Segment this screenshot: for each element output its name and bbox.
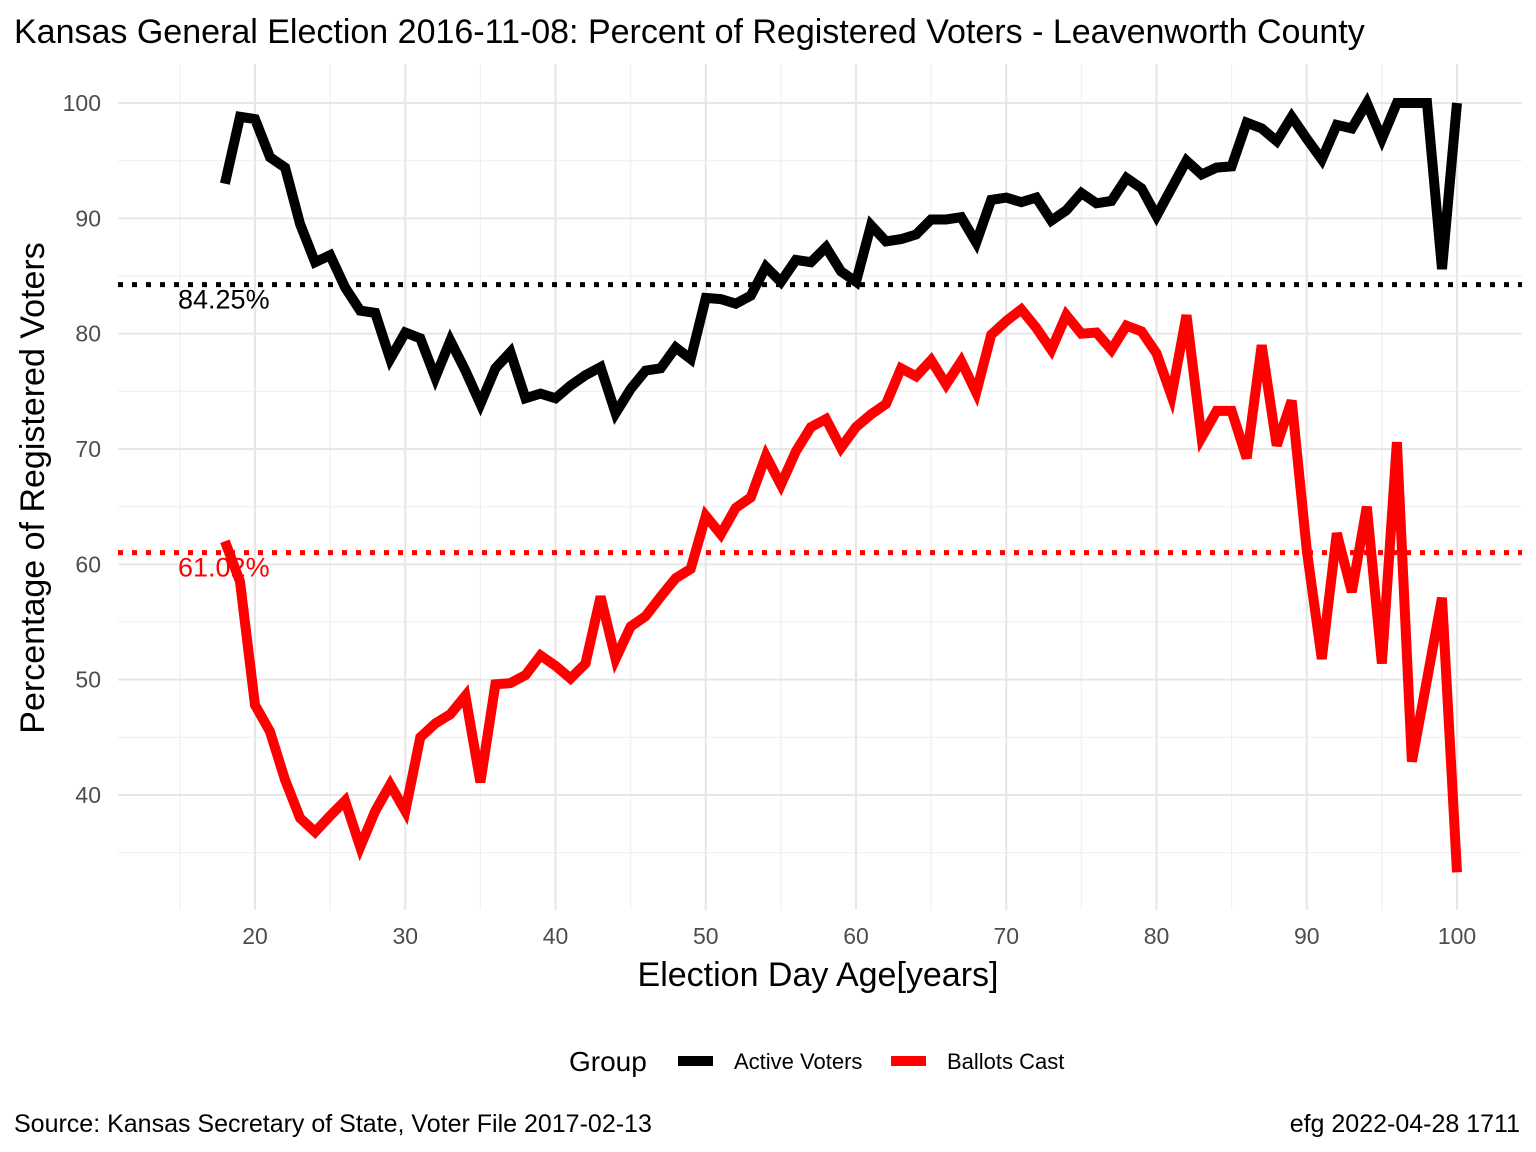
x-tick-label: 30: [392, 923, 418, 949]
y-tick-label: 70: [75, 436, 101, 462]
x-tick-label: 60: [843, 923, 869, 949]
x-axis-ticks: 20 30 40 50 60 70 80 90 100: [242, 923, 1476, 949]
reference-lines: [118, 282, 1522, 556]
legend: Group Active Voters Ballots Cast: [569, 1046, 1064, 1077]
series-lines: [220, 91, 1462, 873]
y-tick-label: 60: [75, 551, 101, 577]
y-tick-label: 100: [63, 90, 101, 116]
source-caption: Source: Kansas Secretary of State, Voter…: [14, 1110, 652, 1138]
reference-label-1: 61.02%: [178, 553, 270, 583]
y-axis-title: Percentage of Registered Voters: [14, 242, 52, 733]
x-tick-label: 70: [993, 923, 1019, 949]
y-tick-label: 40: [75, 782, 101, 808]
reference-labels: 84.25% 61.02%: [178, 285, 270, 583]
x-tick-label: 20: [242, 923, 268, 949]
x-tick-label: 50: [693, 923, 719, 949]
legend-title: Group: [569, 1046, 647, 1077]
series-line-active-voters: [220, 91, 1462, 425]
legend-label-ballots-cast: Ballots Cast: [947, 1049, 1064, 1074]
reference-label-0: 84.25%: [178, 285, 270, 315]
x-tick-label: 90: [1294, 923, 1320, 949]
credit-caption: efg 2022-04-28 1711: [1290, 1110, 1520, 1138]
chart-title: Kansas General Election 2016-11-08: Perc…: [14, 13, 1365, 51]
x-tick-label: 100: [1438, 923, 1476, 949]
x-tick-label: 40: [543, 923, 569, 949]
x-tick-label: 80: [1144, 923, 1170, 949]
x-axis-title: Election Day Age[years]: [638, 956, 999, 994]
y-tick-label: 50: [75, 667, 101, 693]
grid: [118, 64, 1522, 910]
legend-label-active-voters: Active Voters: [734, 1049, 862, 1074]
y-axis-ticks: 40 50 60 70 80 90 100: [63, 90, 101, 808]
y-tick-label: 90: [75, 205, 101, 231]
series-line-ballots-cast: [220, 302, 1462, 873]
y-tick-label: 80: [75, 321, 101, 347]
